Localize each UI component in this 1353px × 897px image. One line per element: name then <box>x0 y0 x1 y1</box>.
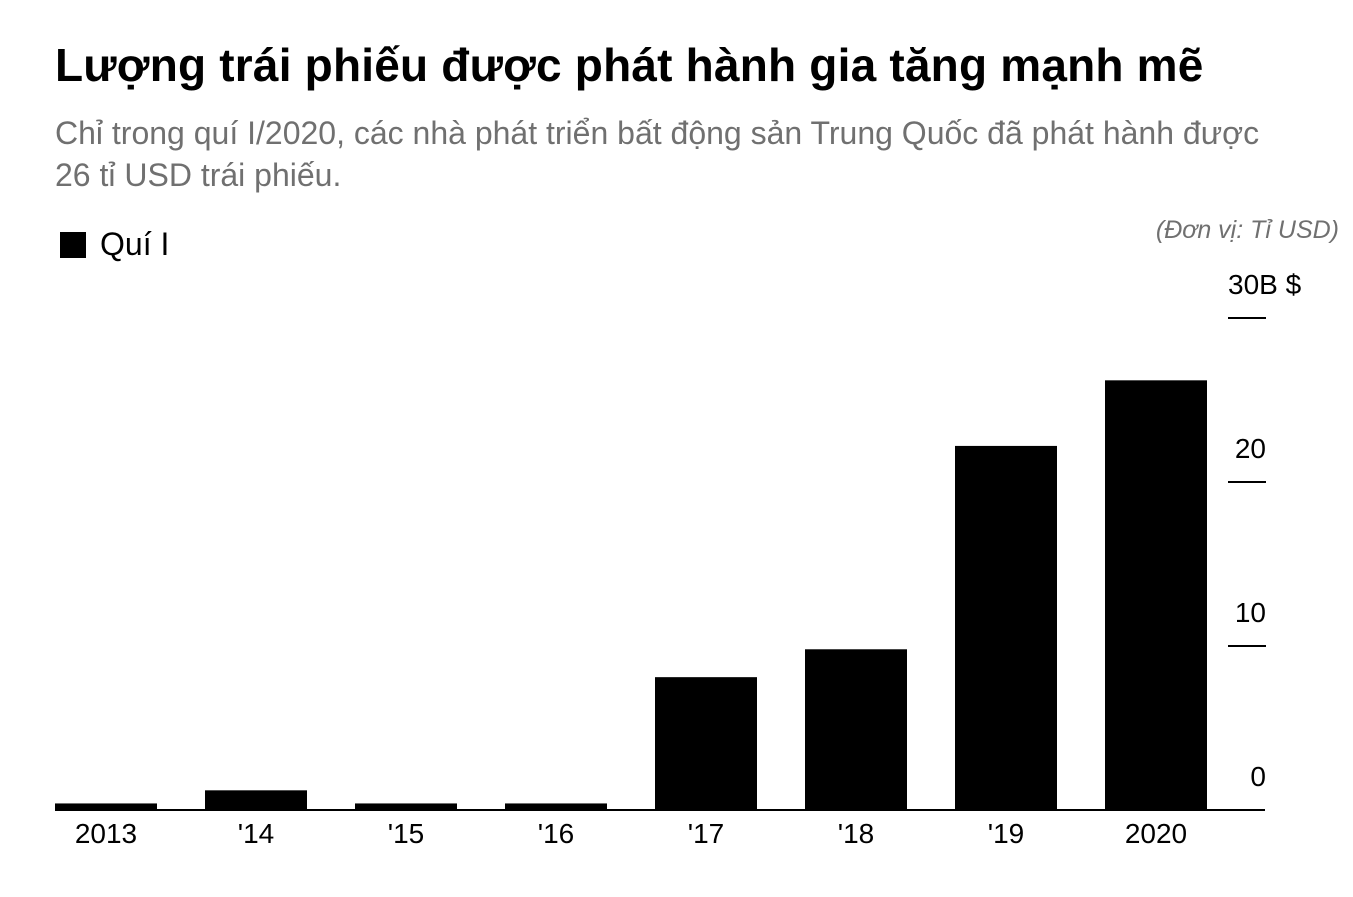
chart-title: Lượng trái phiếu được phát hành gia tăng… <box>55 39 1204 91</box>
bar-1 <box>205 790 307 810</box>
legend-label: Quí I <box>100 226 170 262</box>
legend: Quí I <box>60 226 169 263</box>
x-tick-label: '18 <box>838 818 875 849</box>
bar-3 <box>505 803 607 810</box>
y-tick-label: 0 <box>1250 761 1266 792</box>
x-tick-label: '17 <box>688 818 725 849</box>
bar-0 <box>55 803 157 810</box>
x-tick-label: 2013 <box>75 818 137 849</box>
y-tick-label: 20 <box>1235 433 1266 464</box>
x-tick-label: 2020 <box>1125 818 1187 849</box>
bar-4 <box>655 677 757 810</box>
unit-note: (Đơn vị: Tỉ USD) <box>1155 216 1339 244</box>
x-tick-label: '19 <box>988 818 1025 849</box>
bar-7 <box>1105 380 1207 810</box>
chart-subtitle: Chỉ trong quí I/2020, các nhà phát triển… <box>55 115 1260 193</box>
bar-5 <box>805 649 907 810</box>
bar-2 <box>355 803 457 810</box>
y-tick-label: 10 <box>1235 597 1266 628</box>
y-tick-label: 30B $ <box>1228 269 1302 300</box>
bar-6 <box>955 445 1057 810</box>
x-tick-label: '14 <box>238 818 275 849</box>
x-tick-label: '16 <box>538 818 575 849</box>
x-tick-label: '15 <box>388 818 425 849</box>
legend-swatch <box>60 231 86 258</box>
